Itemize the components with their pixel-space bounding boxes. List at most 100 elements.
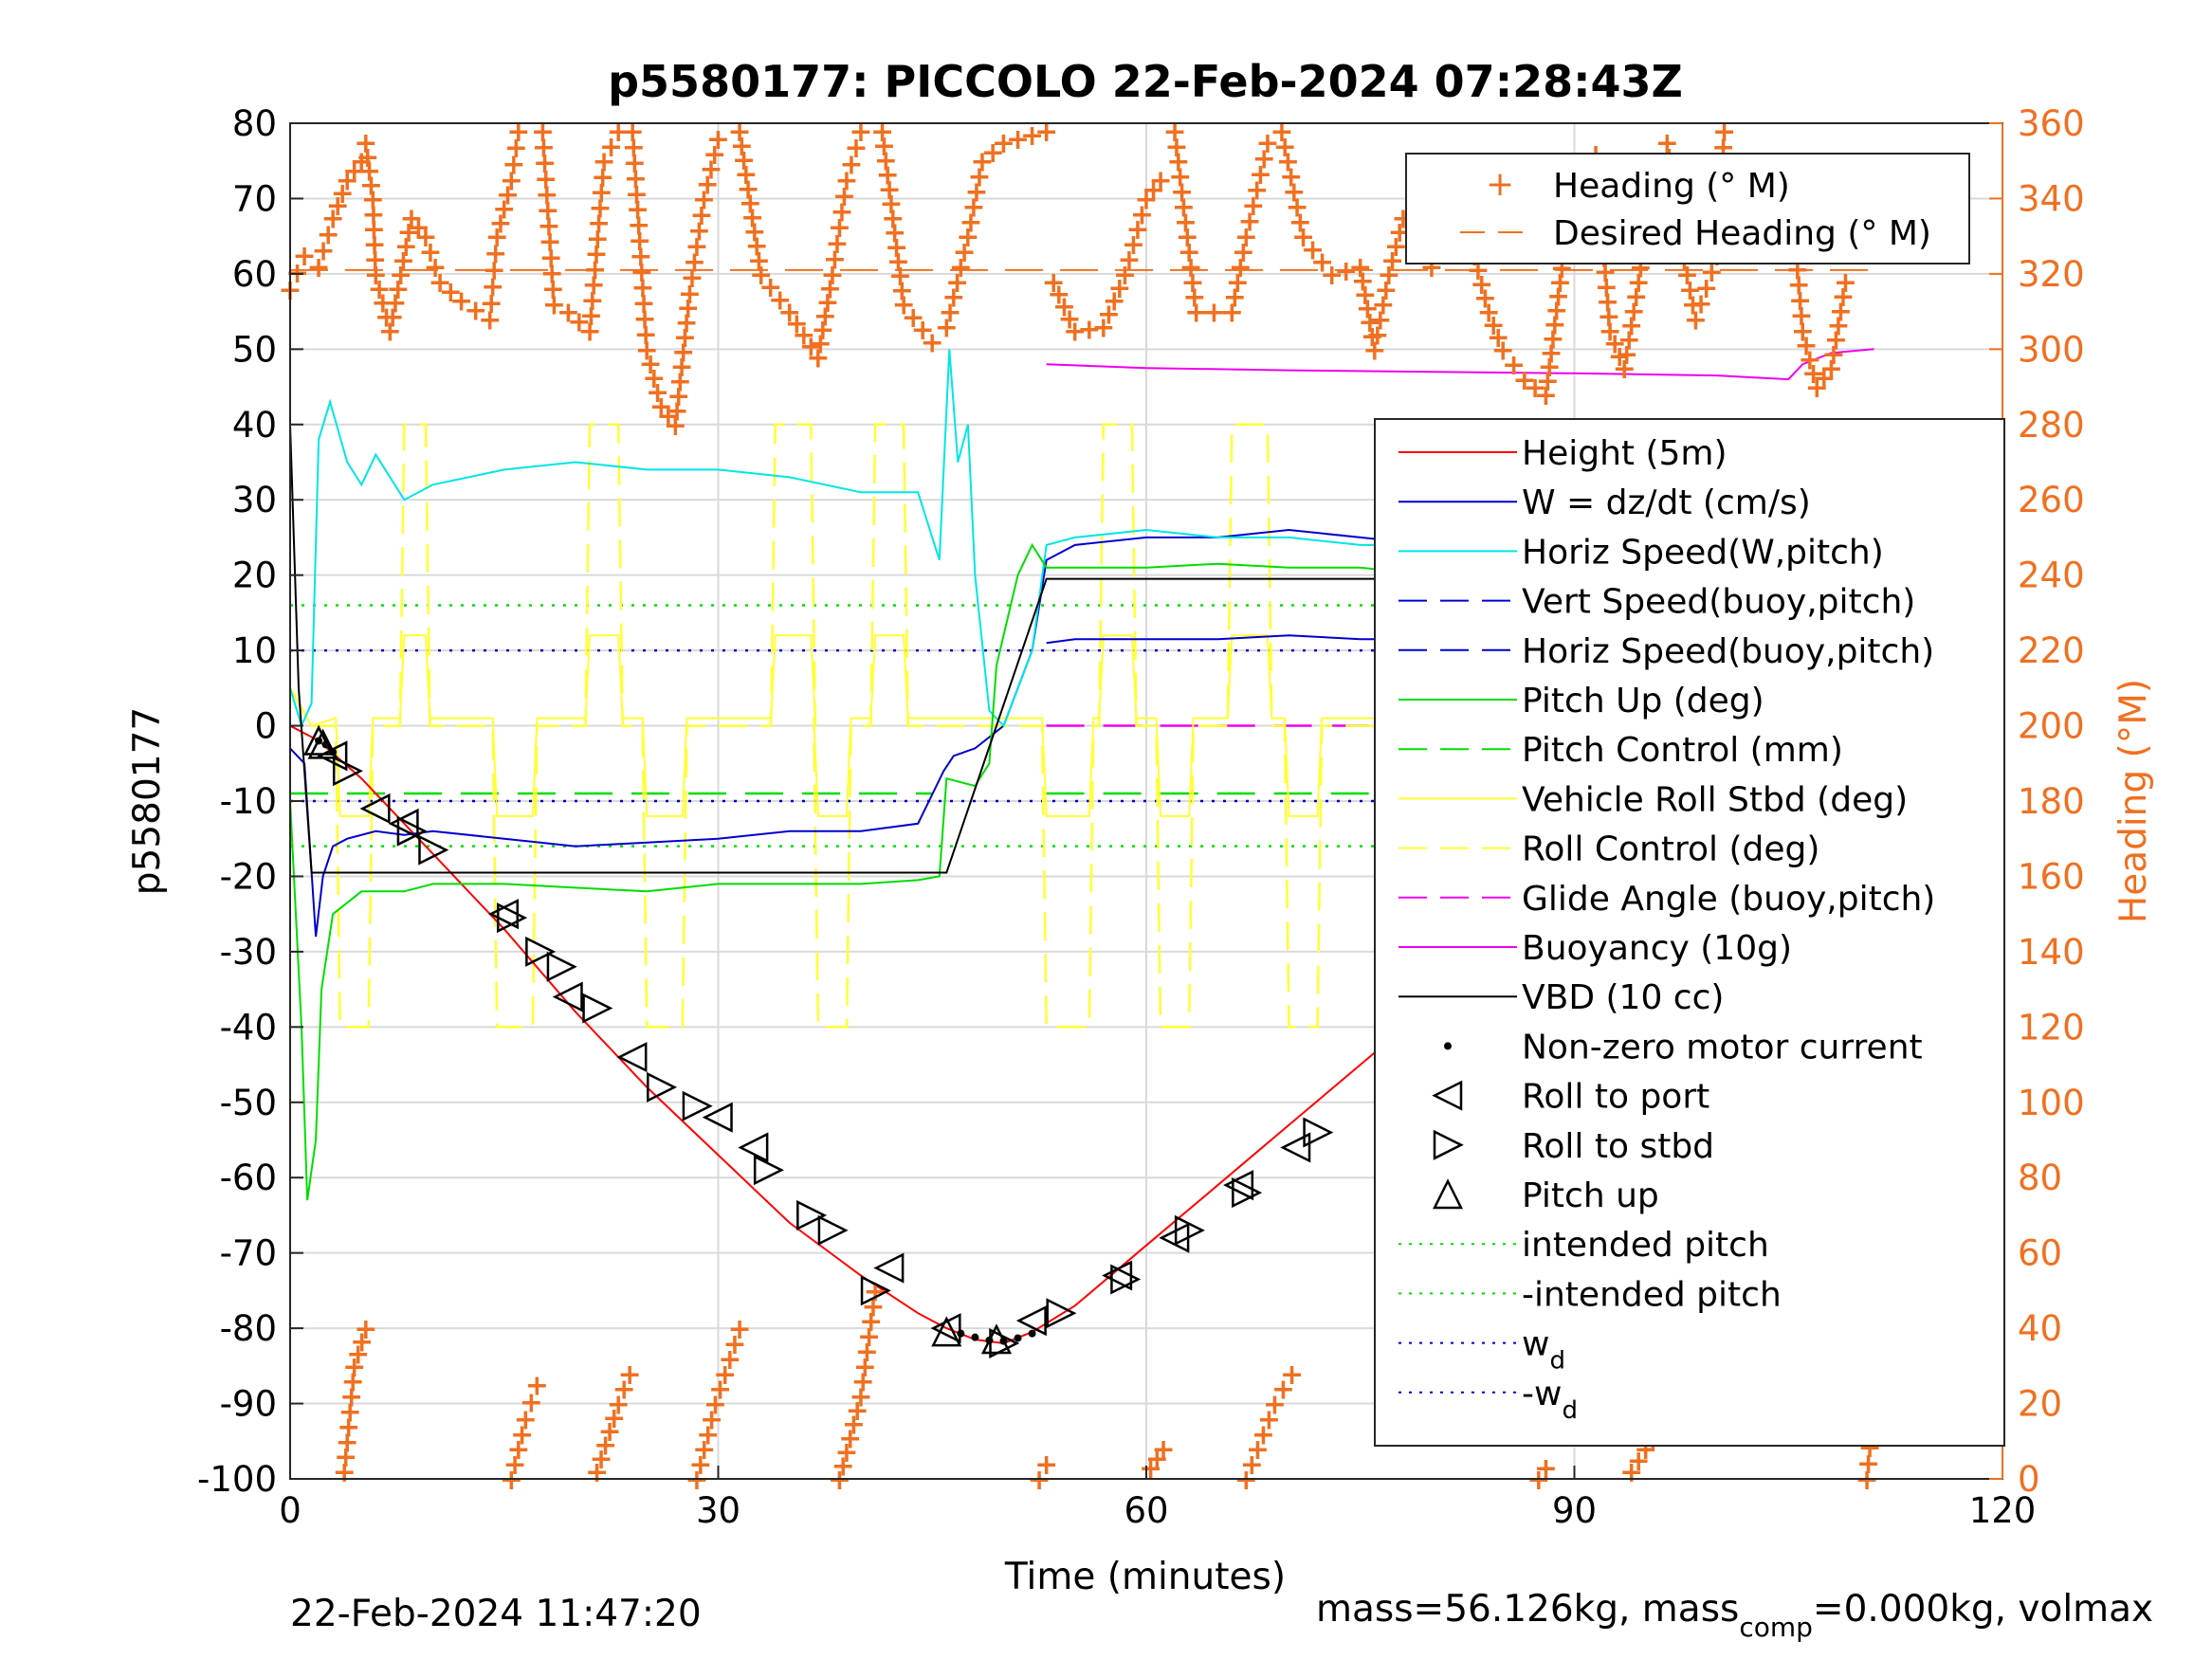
- heading-point: +: [1684, 304, 1708, 337]
- heading-point: +: [669, 351, 693, 384]
- heading-point: +: [428, 266, 451, 300]
- heading-point: +: [1122, 228, 1145, 262]
- heading-point: +: [706, 123, 730, 156]
- heading-point: +: [594, 1429, 617, 1462]
- heading-point: +: [336, 165, 359, 198]
- heading-point: +: [1627, 266, 1651, 300]
- y-right-tick-label: 340: [2018, 178, 2085, 219]
- heading-point: +: [371, 287, 394, 320]
- heading-point: +: [883, 217, 906, 250]
- heading-point: +: [392, 245, 415, 278]
- legend-label-text: Horiz Speed(W,pitch): [1522, 533, 1884, 572]
- legend-label: VBD (10 cc): [1522, 978, 1724, 1017]
- y-right-tick-label: 240: [2018, 556, 2085, 596]
- heading-point: +: [1276, 146, 1300, 179]
- heading-point: +: [346, 1339, 370, 1372]
- heading-point: +: [525, 1370, 549, 1403]
- motor-current-dot: [329, 748, 338, 757]
- heading-point: +: [1681, 289, 1705, 322]
- heading-point: +: [1694, 272, 1718, 305]
- heading-point: +: [638, 348, 662, 381]
- footer-mass-tail: =0.000kg, volmax: [1813, 1588, 2153, 1631]
- legend-label-sub: d: [1562, 1396, 1578, 1425]
- legend-label: Pitch Up (deg): [1522, 682, 1764, 720]
- heading-point: +: [631, 272, 654, 305]
- heading-point: +: [341, 1366, 365, 1399]
- heading-point: +: [1063, 315, 1087, 348]
- y-tick-label: 10: [232, 630, 277, 671]
- heading-point: +: [728, 116, 752, 149]
- heading-point: +: [1134, 183, 1158, 216]
- heading-point: +: [585, 1456, 609, 1489]
- heading-point: +: [481, 271, 504, 304]
- heading-point: +: [642, 362, 666, 395]
- heading-point: +: [1226, 266, 1250, 300]
- heading-point: +: [855, 1336, 879, 1369]
- heading-point: +: [389, 259, 412, 292]
- heading-point: +: [1282, 176, 1306, 210]
- legend-label: W = dz/dt (cm/s): [1522, 483, 1811, 522]
- heading-point: +: [703, 138, 726, 172]
- legend-label-text: intended pitch: [1522, 1226, 1769, 1265]
- legend-label: Pitch Control (mm): [1522, 731, 1843, 770]
- heading-point: +: [579, 300, 603, 333]
- heading-point: +: [1805, 372, 1829, 405]
- legend-heading-marker: +: [1486, 165, 1514, 204]
- legend-heading-label: Heading (° M): [1553, 167, 1790, 206]
- heading-point: +: [539, 242, 563, 275]
- heading-point: +: [708, 1374, 732, 1407]
- roll-port-marker: [738, 1132, 769, 1163]
- heading-point: +: [1788, 284, 1812, 318]
- heading-point: +: [1627, 1445, 1651, 1478]
- y-tick-label: -70: [220, 1233, 277, 1274]
- heading-point: +: [730, 130, 754, 163]
- heading-point: +: [1232, 236, 1255, 269]
- legend-label: Horiz Speed(buoy,pitch): [1522, 632, 1934, 671]
- heading-point: +: [879, 188, 903, 221]
- heading-point: +: [583, 253, 607, 286]
- heading-point: +: [407, 211, 430, 245]
- heading-point: +: [961, 191, 985, 224]
- roll-port-marker: [930, 1313, 961, 1344]
- heading-point: +: [506, 1433, 530, 1467]
- heading-point: +: [485, 221, 509, 254]
- heading-point: +: [687, 215, 711, 248]
- y-right-tick-label: 40: [2018, 1308, 2062, 1349]
- y-tick-label: -50: [220, 1083, 277, 1123]
- motor-current-dot: [1028, 1329, 1036, 1338]
- y-tick-label: -60: [220, 1158, 277, 1198]
- heading-point: +: [582, 269, 606, 302]
- heading-point: +: [1546, 281, 1570, 314]
- heading-point: +: [622, 131, 646, 164]
- heading-point: +: [1241, 190, 1265, 223]
- heading-point: +: [1263, 1389, 1287, 1422]
- legend-label: Roll to stbd: [1522, 1127, 1714, 1166]
- heading-point: +: [1125, 213, 1149, 246]
- heading-point: +: [941, 282, 965, 315]
- heading-point: +: [1113, 259, 1137, 292]
- heading-point: +: [853, 1351, 877, 1384]
- heading-point: +: [1176, 221, 1199, 254]
- y-tick-label: -80: [220, 1308, 277, 1349]
- heading-point: +: [667, 380, 690, 413]
- x-tick-label: 90: [1552, 1490, 1597, 1531]
- heading-point: +: [839, 148, 863, 181]
- heading-point: +: [1689, 288, 1712, 321]
- heading-point: +: [602, 1402, 626, 1435]
- heading-point: +: [500, 1464, 523, 1497]
- heading-point: +: [607, 1389, 631, 1422]
- y-axis-label: p5580177: [126, 707, 169, 895]
- legend-label-text: Roll Control (deg): [1522, 830, 1819, 869]
- heading-point: +: [1255, 127, 1279, 160]
- y-tick-label: -100: [197, 1459, 277, 1500]
- heading-point: +: [627, 210, 650, 243]
- heading-point: +: [673, 321, 697, 355]
- heading-point: +: [887, 246, 910, 279]
- heading-point: +: [656, 400, 680, 433]
- heading-point: +: [537, 210, 560, 244]
- heading-point: +: [1179, 251, 1202, 284]
- heading-point: +: [584, 238, 608, 271]
- y-right-tick-label: 280: [2018, 405, 2085, 446]
- heading-point: +: [510, 1418, 534, 1451]
